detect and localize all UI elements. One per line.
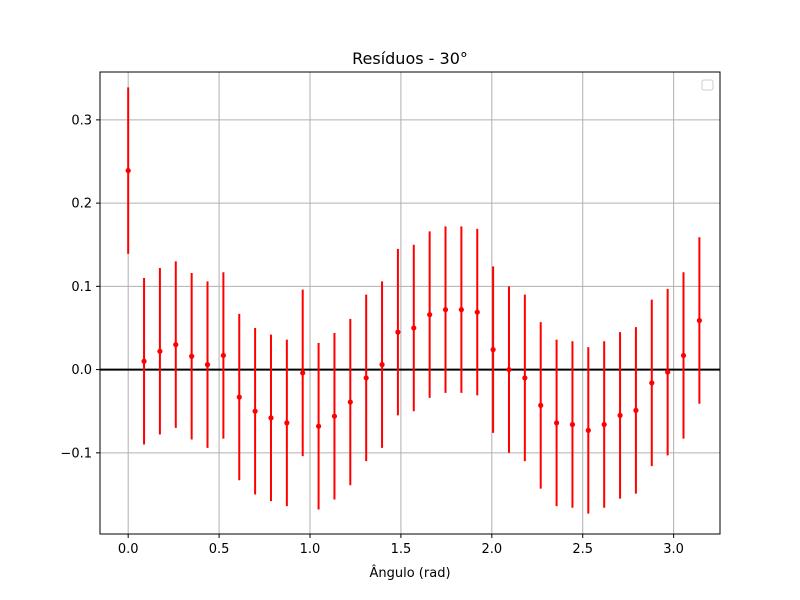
y-tick-label: 0.2: [71, 197, 92, 212]
data-point: [268, 415, 274, 421]
data-point: [696, 317, 702, 324]
data-point: [363, 375, 369, 381]
chart-title: Resíduos - 30°: [352, 49, 468, 68]
x-tick-label: 3.0: [663, 542, 684, 557]
data-point: [284, 420, 290, 426]
data-point: [347, 399, 353, 405]
data-point: [125, 168, 131, 174]
data-point: [411, 325, 417, 331]
data-point: [315, 423, 322, 429]
y-tick-label: 0.1: [71, 280, 92, 295]
y-tick-label: −0.1: [60, 446, 92, 461]
data-point: [506, 366, 512, 373]
data-point: [601, 421, 607, 428]
x-tick-label: 2.5: [572, 542, 593, 557]
data-point: [379, 362, 385, 368]
data-point: [617, 412, 623, 418]
data-point: [474, 309, 480, 315]
data-point: [522, 375, 528, 381]
x-ticks: 0.0 0.5 1.0 1.5 2.0 2.5 3.0: [118, 534, 684, 557]
data-point: [569, 421, 576, 428]
data-point: [442, 307, 449, 313]
data-point: [427, 312, 433, 318]
grid: [100, 72, 720, 534]
x-tick-label: 2.0: [481, 542, 502, 557]
data-point: [585, 427, 591, 433]
x-axis-label: Ângulo (rad): [369, 565, 450, 581]
data-point: [680, 352, 687, 359]
data-point: [553, 420, 560, 426]
plot-frame: [99, 71, 721, 535]
error-bars: [127, 87, 701, 514]
data-point: [173, 342, 179, 348]
data-point: [157, 348, 163, 354]
data-point: [395, 329, 401, 335]
data-point: [236, 394, 242, 400]
x-tick-label: 1.0: [300, 542, 321, 557]
y-tick-label: 0.0: [71, 363, 92, 378]
legend-box: [701, 79, 714, 91]
data-point: [220, 352, 226, 359]
data-points: [125, 168, 702, 433]
data-point: [633, 407, 639, 413]
data-point: [300, 370, 306, 376]
data-point: [490, 347, 496, 353]
y-ticks: −0.1 0.0 0.1 0.2 0.3: [60, 113, 100, 461]
data-point: [141, 358, 147, 364]
data-point: [665, 369, 671, 375]
x-tick-label: 0.0: [118, 542, 139, 557]
data-point: [538, 402, 544, 408]
data-point: [252, 408, 258, 414]
data-point: [204, 362, 211, 368]
data-point: [649, 380, 655, 386]
y-tick-label: 0.3: [71, 113, 92, 128]
x-tick-label: 0.5: [209, 542, 230, 557]
data-point: [331, 413, 338, 419]
data-point: [458, 307, 464, 313]
x-tick-label: 1.5: [391, 542, 412, 557]
data-point: [189, 353, 195, 359]
